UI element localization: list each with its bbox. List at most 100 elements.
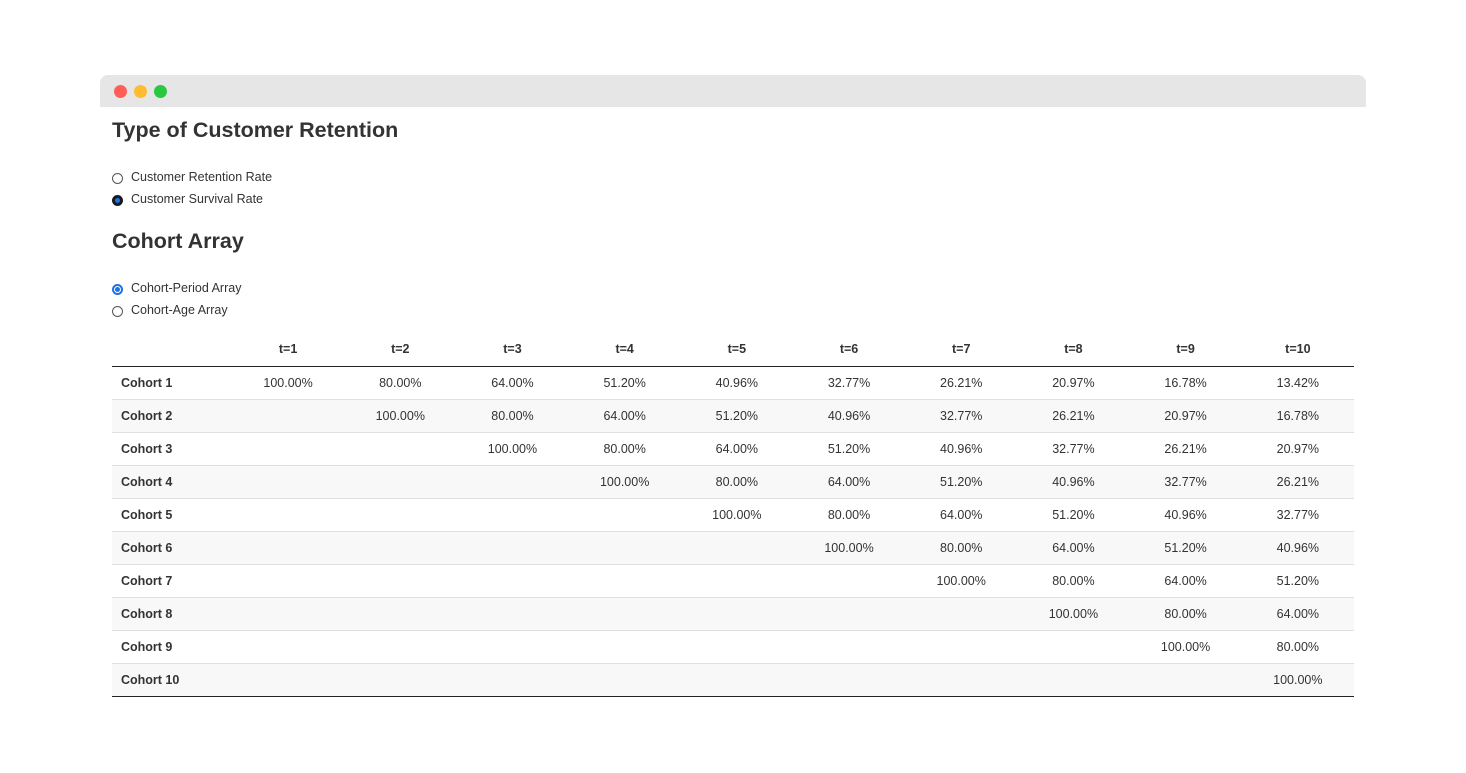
table-cell: 32.77% — [905, 399, 1018, 433]
table-cell: 80.00% — [1017, 564, 1130, 598]
table-cell: 40.96% — [1017, 465, 1130, 499]
table-cell: 51.20% — [792, 432, 906, 466]
table-cell: 80.00% — [456, 399, 569, 433]
table-cell — [792, 630, 906, 664]
radio-option-survival-rate[interactable]: Customer Survival Rate — [112, 188, 272, 210]
table-cell — [344, 663, 457, 697]
row-label: Cohort 10 — [112, 663, 232, 697]
table-cell — [456, 498, 569, 532]
table-header-row: t=1 t=2 t=3 t=4 t=5 t=6 t=7 t=8 t=9 t=10 — [112, 332, 1354, 367]
table-cell: 26.21% — [905, 366, 1018, 400]
table-cell: 40.96% — [1241, 531, 1354, 565]
table-cell — [232, 432, 345, 466]
table-cell: 51.20% — [1241, 564, 1354, 598]
table-cell — [456, 630, 569, 664]
table-cell: 20.97% — [1017, 366, 1130, 400]
table-cell: 20.97% — [1129, 399, 1242, 433]
column-header: t=8 — [1017, 332, 1130, 367]
table-cell — [232, 663, 345, 697]
radio-option-cohort-period[interactable]: Cohort-Period Array — [112, 277, 241, 299]
table-cell — [568, 663, 681, 697]
row-label: Cohort 2 — [112, 399, 232, 433]
table-cell — [232, 597, 345, 631]
column-header: t=3 — [456, 332, 569, 367]
table-cell — [456, 531, 569, 565]
table-row: Cohort 10 100.00% — [112, 663, 1354, 697]
table-cell: 80.00% — [1241, 630, 1354, 664]
row-label: Cohort 4 — [112, 465, 232, 499]
table-cell: 64.00% — [792, 465, 906, 499]
radio-button-checked[interactable] — [112, 283, 123, 295]
table-cell — [568, 597, 681, 631]
table-cell — [905, 663, 1018, 697]
table-row: Cohort 7 100.00% 80.00% 64.00% 51.20% — [112, 564, 1354, 598]
table-cell — [680, 597, 793, 631]
table-cell: 51.20% — [680, 399, 793, 433]
column-header: t=1 — [232, 332, 345, 367]
table-cell — [792, 663, 906, 697]
table-cell: 80.00% — [680, 465, 793, 499]
table-row: Cohort 1 100.00% 80.00% 64.00% 51.20% 40.96% 3… — [112, 366, 1354, 400]
table-cell — [680, 564, 793, 598]
table-cell: 80.00% — [568, 432, 681, 466]
table-cell — [792, 564, 906, 598]
table-cell: 16.78% — [1241, 399, 1354, 433]
table-cell: 64.00% — [905, 498, 1018, 532]
table-cell — [792, 597, 906, 631]
table-row: Cohort 9 100.00% 80.00% — [112, 630, 1354, 664]
radio-label[interactable]: Customer Survival Rate — [131, 192, 263, 206]
table-cell: 32.77% — [1241, 498, 1354, 532]
radio-option-retention-rate[interactable]: Customer Retention Rate — [112, 166, 272, 188]
table-cell: 51.20% — [905, 465, 1018, 499]
table-cell — [456, 663, 569, 697]
table-cell — [680, 630, 793, 664]
table-cell: 26.21% — [1241, 465, 1354, 499]
table-cell — [344, 531, 457, 565]
table-cell — [1129, 663, 1242, 697]
table-cell — [568, 531, 681, 565]
maximize-window-button[interactable] — [154, 85, 167, 98]
radio-button-checked[interactable] — [112, 194, 123, 206]
table-cell — [456, 465, 569, 499]
table-cell — [905, 597, 1018, 631]
radio-label[interactable]: Customer Retention Rate — [131, 170, 273, 184]
close-window-button[interactable] — [114, 85, 127, 98]
table-cell: 64.00% — [1241, 597, 1354, 631]
table-cell — [344, 432, 457, 466]
table-cell: 26.21% — [1017, 399, 1130, 433]
row-label: Cohort 6 — [112, 531, 232, 565]
table-cell — [232, 564, 345, 598]
table-row: Cohort 6 100.00% 80.00% 64.00% 51.20% 40.96% — [112, 531, 1354, 565]
table-cell — [568, 564, 681, 598]
row-label: Cohort 7 — [112, 564, 232, 598]
table-row: Cohort 4 100.00% 80.00% 64.00% 51.20% 40.96% 3… — [112, 465, 1354, 499]
minimize-window-button[interactable] — [134, 85, 147, 98]
table-row: Cohort 2 100.00% 80.00% 64.00% 51.20% 40.96% 3… — [112, 399, 1354, 433]
table-cell: 80.00% — [344, 366, 457, 400]
table-cell — [344, 498, 457, 532]
table-cell — [344, 465, 457, 499]
table-cell: 32.77% — [1129, 465, 1242, 499]
table-cell: 40.96% — [680, 366, 793, 400]
table-cell — [232, 531, 345, 565]
row-label: Cohort 8 — [112, 597, 232, 631]
table-cell — [344, 597, 457, 631]
table-cell — [232, 399, 345, 433]
table-cell: 26.21% — [1129, 432, 1242, 466]
table-cell: 64.00% — [456, 366, 569, 400]
cohort-table: t=1 t=2 t=3 t=4 t=5 t=6 t=7 t=8 t=9 t=10 Cohort 1… — [112, 332, 1354, 697]
radio-button-unchecked[interactable] — [112, 172, 123, 184]
radio-button-unchecked[interactable] — [112, 305, 123, 317]
table-cell: 32.77% — [792, 366, 906, 400]
column-header: t=5 — [680, 332, 793, 367]
cohort-array-heading: Cohort Array — [112, 229, 244, 253]
row-label: Cohort 1 — [112, 366, 232, 400]
table-cell: 64.00% — [1129, 564, 1242, 598]
table-cell: 100.00% — [792, 531, 906, 565]
table-cell — [344, 564, 457, 598]
table-cell: 100.00% — [1129, 630, 1242, 664]
radio-label[interactable]: Cohort-Period Array — [131, 281, 242, 295]
radio-option-cohort-age[interactable]: Cohort-Age Array — [112, 299, 241, 321]
table-cell: 100.00% — [1017, 597, 1130, 631]
radio-label[interactable]: Cohort-Age Array — [131, 303, 228, 317]
